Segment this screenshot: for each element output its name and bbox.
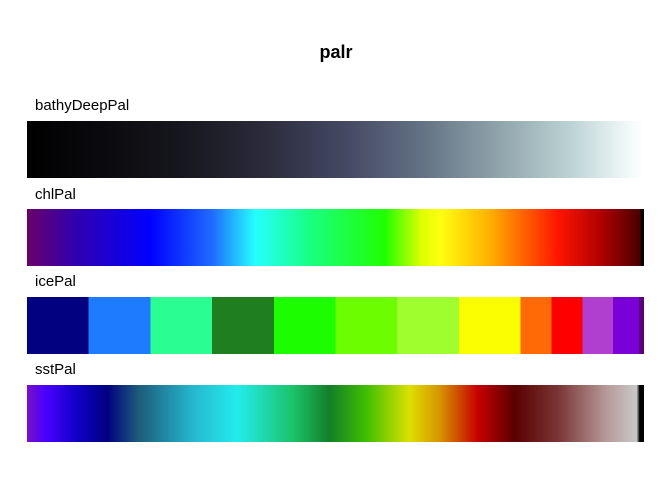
palette-label-sstpal: sstPal [35,361,76,378]
palette-bar-bathydeeppal [27,121,644,178]
palette-bar-sstpal [27,385,644,442]
palette-bar-chlpal [27,209,644,266]
palette-label-chlpal: chlPal [35,186,76,203]
palette-label-icepal: icePal [35,273,76,290]
palette-bar-icepal [27,297,644,354]
palette-label-bathydeeppal: bathyDeepPal [35,97,130,114]
figure-title: palr [319,42,353,62]
